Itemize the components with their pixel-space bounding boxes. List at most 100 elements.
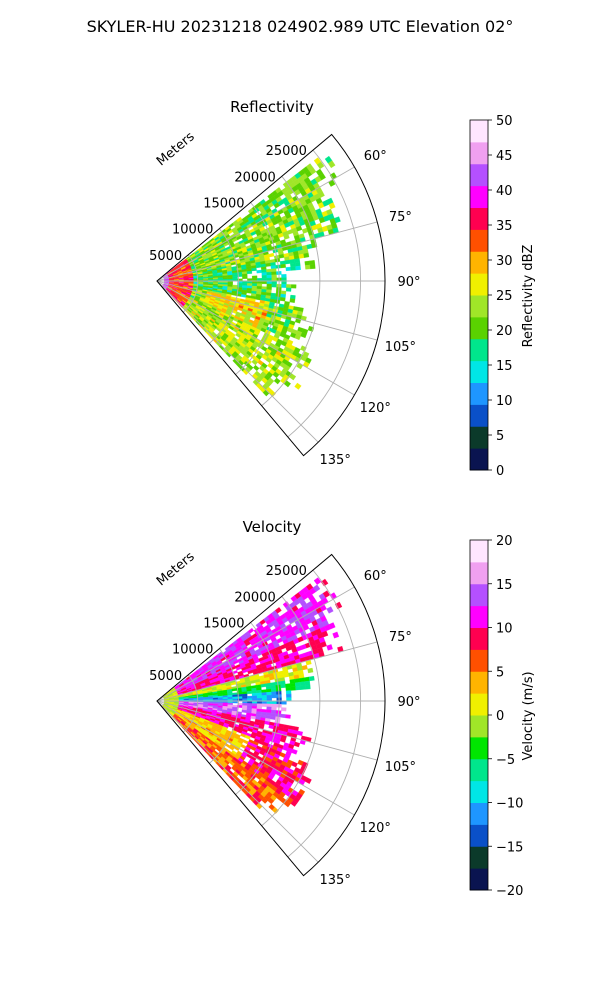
colorbar-segment xyxy=(470,540,488,562)
field-cell xyxy=(282,701,287,704)
field-cell xyxy=(272,701,277,704)
colorbar-segment xyxy=(470,383,488,405)
colorbar-segment xyxy=(470,737,488,759)
colorbar-tick-label: 20 xyxy=(496,534,513,549)
field-cell xyxy=(242,703,247,705)
azimuth-tick-label: 105° xyxy=(385,340,416,355)
colorbar-segment xyxy=(470,693,488,715)
colorbar-segment xyxy=(470,426,488,448)
colorbar-tick-label: 10 xyxy=(496,622,513,637)
field-cell xyxy=(272,284,277,287)
field-cell xyxy=(242,694,247,697)
field-cell xyxy=(305,265,310,269)
field-cell xyxy=(223,697,228,699)
field-cell xyxy=(290,263,295,267)
azimuth-tick-label: 135° xyxy=(320,873,351,888)
field-cell xyxy=(300,682,305,686)
reflectivity-range-axis-label: Meters xyxy=(154,129,198,169)
field-cell xyxy=(271,688,276,692)
field-cell xyxy=(295,682,300,686)
field-cell xyxy=(252,703,257,706)
field-cell xyxy=(272,275,277,278)
velocity-field xyxy=(162,578,343,814)
field-cell xyxy=(305,261,310,266)
reflectivity-colorbar-label: Reflectivity dBZ xyxy=(521,245,536,348)
field-cell xyxy=(286,690,291,694)
field-cell xyxy=(252,283,257,286)
azimuth-tick-label: 90° xyxy=(397,695,420,710)
colorbar-tick-label: −10 xyxy=(496,797,523,812)
field-cell xyxy=(242,276,247,278)
colorbar-segment xyxy=(470,229,488,251)
field-cell xyxy=(327,607,334,614)
field-cell xyxy=(267,695,272,698)
field-cell xyxy=(327,644,333,650)
colorbar-tick-label: −5 xyxy=(496,753,515,768)
field-cell xyxy=(252,696,257,699)
field-cell xyxy=(271,692,276,695)
field-cell xyxy=(253,365,259,371)
reflectivity-title: Reflectivity xyxy=(230,98,314,116)
field-cell xyxy=(242,696,247,698)
field-cell xyxy=(295,383,302,390)
field-cell xyxy=(281,708,286,712)
colorbar-segment xyxy=(470,671,488,693)
colorbar-tick-label: 0 xyxy=(496,709,504,724)
colorbar-segment xyxy=(470,803,488,825)
colorbar-segment xyxy=(470,584,488,606)
colorbar-segment xyxy=(470,868,488,890)
field-cell xyxy=(242,283,247,285)
colorbar-segment xyxy=(470,628,488,650)
field-cell xyxy=(252,276,257,279)
field-cell xyxy=(262,272,267,275)
colorbar-tick-label: 5 xyxy=(496,665,504,680)
velocity-range-axis-label: Meters xyxy=(154,549,198,589)
field-cell xyxy=(305,685,310,689)
field-cell xyxy=(274,378,280,384)
colorbar-segment xyxy=(470,781,488,803)
colorbar-segment xyxy=(470,606,488,628)
field-cell xyxy=(247,696,252,699)
field-cell xyxy=(295,686,300,690)
field-cell xyxy=(213,698,218,700)
range-tick-label: 5000 xyxy=(149,669,182,684)
field-cell xyxy=(286,697,291,701)
colorbar-segment xyxy=(470,208,488,230)
field-cell xyxy=(282,281,287,284)
range-tick-label: 15000 xyxy=(203,196,244,211)
field-cell xyxy=(257,284,262,287)
field-cell xyxy=(262,692,267,695)
field-cell xyxy=(261,270,266,273)
field-cell xyxy=(261,690,266,693)
field-cell xyxy=(281,714,286,718)
field-cell xyxy=(305,681,310,686)
field-cell xyxy=(247,283,252,286)
field-cell xyxy=(218,278,223,280)
colorbar-segment xyxy=(470,273,488,295)
field-cell xyxy=(233,697,238,699)
field-cell xyxy=(247,691,252,694)
colorbar-tick-label: 5 xyxy=(496,429,504,444)
field-cell xyxy=(251,268,256,271)
azimuth-tick-label: 90° xyxy=(397,275,420,290)
field-cell xyxy=(266,263,271,267)
range-tick-label: 15000 xyxy=(203,616,244,631)
colorbar-segment xyxy=(470,846,488,868)
field-cell xyxy=(281,684,286,688)
field-cell xyxy=(247,703,252,706)
field-cell xyxy=(310,260,315,265)
field-cell xyxy=(290,683,295,687)
field-cell xyxy=(286,288,291,292)
field-cell xyxy=(302,665,308,670)
reflectivity-panel: Reflectivity Meters Reflectivity dBZ 500… xyxy=(149,98,536,479)
field-cell xyxy=(262,275,267,278)
colorbar-segment xyxy=(470,295,488,317)
figure-suptitle: SKYLER-HU 20231218 024902.989 UTC Elevat… xyxy=(87,17,514,36)
azimuth-tick-label: 60° xyxy=(364,569,387,584)
reflectivity-field xyxy=(162,156,340,397)
field-cell xyxy=(267,701,272,704)
field-cell xyxy=(310,264,315,269)
field-cell xyxy=(257,704,262,707)
